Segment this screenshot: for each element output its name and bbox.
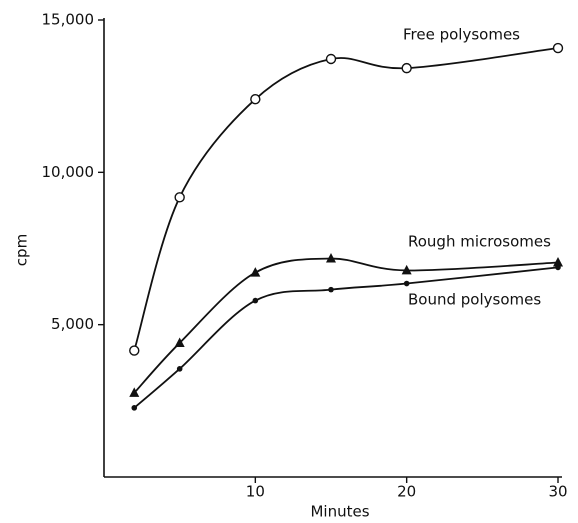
- marker: [129, 387, 140, 397]
- marker: [131, 405, 138, 411]
- series-line: [133, 257, 559, 394]
- series-label: Bound polysomes: [408, 291, 541, 309]
- marker: [552, 42, 564, 54]
- x-axis-label: Minutes: [310, 503, 369, 521]
- x-tick-label: 10: [246, 483, 265, 501]
- marker: [250, 267, 261, 277]
- marker: [325, 53, 337, 65]
- marker: [174, 192, 185, 203]
- y-tick-label: 10,000: [42, 163, 95, 181]
- marker: [555, 264, 561, 271]
- marker: [553, 257, 563, 267]
- marker: [403, 280, 410, 287]
- marker: [401, 264, 412, 275]
- series-label: Rough microsomes: [408, 233, 551, 251]
- y-tick-label: 15,000: [42, 11, 95, 29]
- marker: [328, 286, 334, 293]
- x-tick-label: 20: [397, 483, 416, 501]
- y-tick-label: 5,000: [51, 315, 94, 333]
- series-line: [133, 47, 559, 351]
- marker: [174, 337, 185, 347]
- series-label: Free polysomes: [403, 26, 520, 44]
- y-axis-label: cpm: [13, 234, 31, 266]
- marker: [129, 345, 140, 356]
- marker: [250, 94, 261, 105]
- marker: [252, 297, 259, 304]
- marker: [401, 62, 412, 74]
- marker: [326, 253, 336, 263]
- series-line: [133, 266, 559, 409]
- x-tick-label: 30: [548, 483, 567, 501]
- marker: [176, 366, 183, 372]
